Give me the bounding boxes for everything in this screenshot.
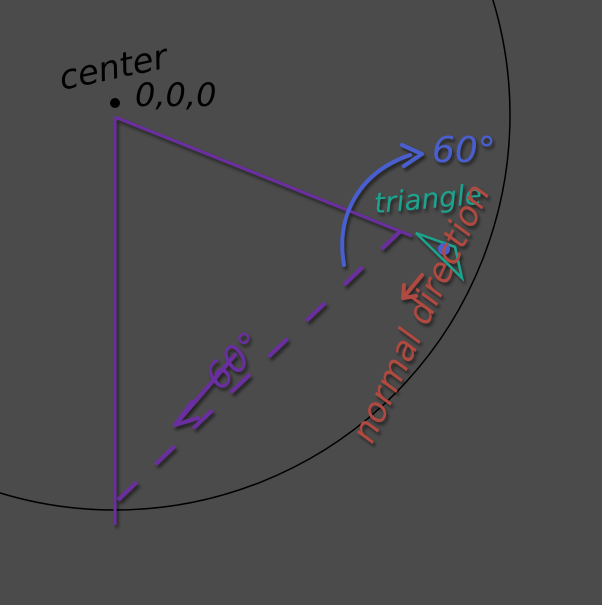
origin-label: 0,0,0: [135, 76, 216, 114]
rotation-arrowhead-icon: [400, 143, 424, 168]
triangle-center-dot: [438, 243, 450, 255]
rotation-angle-label: 60°: [432, 130, 496, 171]
chord-arrow-icon: [173, 353, 237, 427]
radius-line-to-triangle: [114, 115, 413, 238]
rotation-arrow-icon: [340, 153, 412, 267]
normal-arrow-icon: [401, 273, 424, 300]
center-point: [110, 98, 120, 108]
triangle-shape: [415, 231, 465, 282]
dashed-chord: [116, 220, 412, 502]
